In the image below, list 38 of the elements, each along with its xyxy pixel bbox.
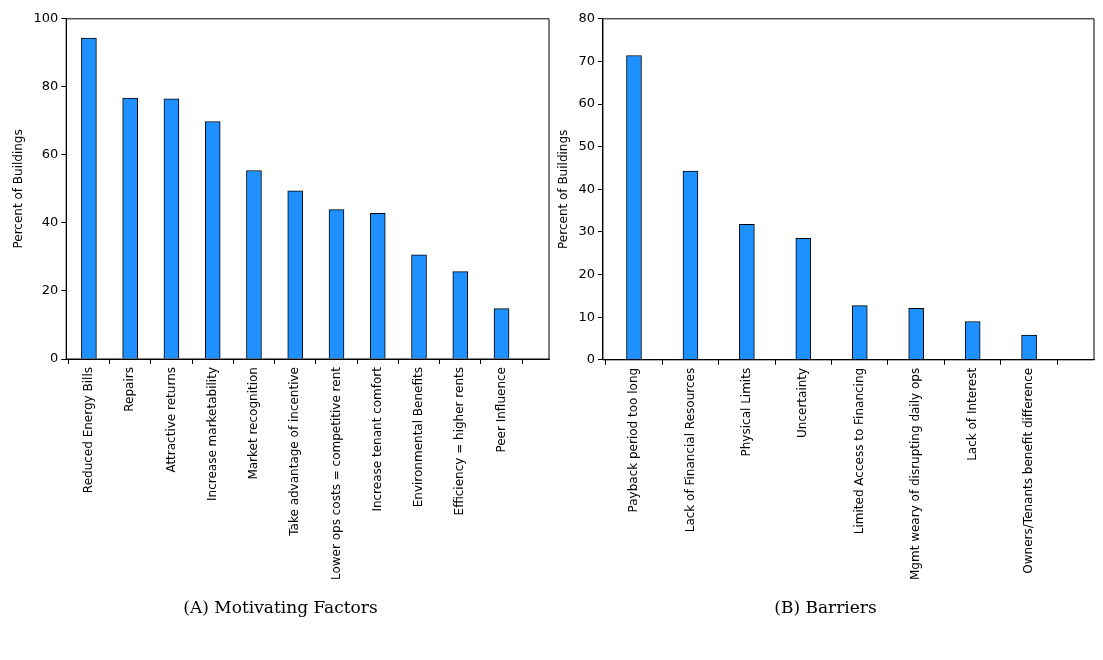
- x-tick-label: Uncertainty: [795, 367, 810, 438]
- y-tick-label: 80: [578, 10, 595, 26]
- text: (B) Barriers: [774, 597, 877, 617]
- x-tick-label: Mgmt weary of disrupting daily ops: [908, 367, 923, 581]
- y-tick-label: 100: [33, 10, 59, 26]
- y-tick-label: 10: [578, 308, 595, 324]
- y-tick-label: 0: [586, 351, 595, 367]
- x-tick-label: Repairs: [122, 367, 137, 412]
- x-tick-label: Payback period too long: [626, 367, 641, 513]
- y-tick-label: 40: [578, 180, 595, 196]
- x-tick-label: Reduced Energy Bills: [81, 367, 96, 494]
- y-tick-label: 80: [41, 78, 59, 94]
- x-tick-label: Attractive returns: [163, 367, 178, 473]
- x-tick-label: Lower ops costs = competitive rent: [328, 366, 343, 581]
- y-axis-title: Percent of Buildings: [11, 129, 26, 249]
- y-tick-label: 0: [49, 350, 59, 366]
- y-tick-label: 20: [578, 265, 595, 281]
- y-tick-label: 50: [578, 138, 595, 154]
- x-tick-label: Peer Influence: [493, 367, 508, 453]
- y-tick-label: 60: [41, 146, 59, 162]
- x-tick-label: Owners/Tenants benefit difference: [1021, 367, 1036, 574]
- x-tick-label: Take advantage of incentive: [287, 367, 302, 537]
- x-tick-label: Physical Limits: [739, 367, 753, 457]
- x-tick-label: Environmental Benefits: [411, 367, 426, 508]
- y-tick-label: 70: [578, 52, 595, 68]
- y-tick-label: 60: [578, 95, 595, 111]
- text: (A) Motivating Factors: [183, 597, 378, 617]
- y-tick-label: 30: [578, 223, 595, 239]
- x-tick-label: Increase tenant comfort: [369, 366, 384, 512]
- y-axis-title: Percent of Buildings: [556, 129, 571, 249]
- x-tick-label: Lack of Interest: [964, 367, 979, 461]
- x-tick-label: Lack of Financial Resources: [682, 367, 697, 533]
- y-tick-label: 40: [41, 214, 59, 230]
- x-tick-label: Efficiency = higher rents: [452, 367, 467, 516]
- y-tick-label: 20: [41, 282, 59, 298]
- x-tick-label: Increase marketability: [204, 367, 219, 501]
- x-tick-label: Limited Access to Financing: [851, 367, 866, 535]
- x-tick-label: Market recognition: [246, 367, 261, 480]
